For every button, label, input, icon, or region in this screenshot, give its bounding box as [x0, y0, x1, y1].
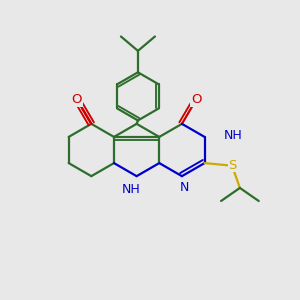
Text: O: O — [191, 93, 202, 106]
Text: NH: NH — [122, 183, 141, 196]
Text: N: N — [180, 182, 189, 194]
Text: S: S — [228, 159, 237, 172]
Text: O: O — [71, 93, 82, 106]
Text: NH: NH — [224, 129, 243, 142]
